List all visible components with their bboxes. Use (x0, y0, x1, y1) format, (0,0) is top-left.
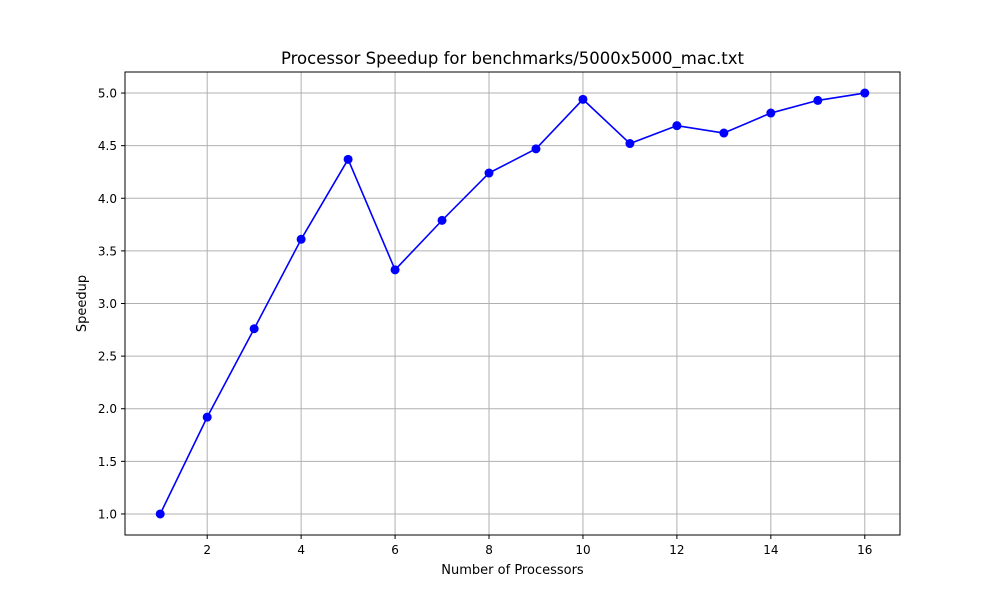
y-tick-label: 4.0 (98, 192, 117, 206)
y-tick-label: 1.5 (98, 455, 117, 469)
x-tick-label: 4 (297, 543, 305, 557)
data-point (202, 412, 212, 422)
x-tick-label: 10 (575, 543, 590, 557)
speedup-line (159, 92, 865, 515)
chart-title: Processor Speedup for benchmarks/5000x50… (281, 49, 745, 69)
series-layer (155, 88, 870, 519)
axis-ticks: 2 4 6 8 10 12 14 16 1.0 1.5 2.0 2.5 3.0 3.5 4.0 4.5 5.0 (98, 87, 873, 557)
data-point (390, 265, 400, 275)
data-point (437, 215, 447, 225)
x-tick-label: 8 (485, 543, 493, 557)
x-tick-label: 16 (857, 543, 872, 557)
y-tick-label: 3.0 (98, 297, 117, 311)
data-point (343, 154, 353, 164)
data-point (531, 144, 541, 154)
y-tick-label: 1.0 (98, 507, 117, 521)
data-point (813, 95, 823, 105)
x-tick-label: 6 (391, 543, 399, 557)
data-point (249, 324, 259, 334)
y-tick-label: 2.5 (98, 350, 117, 364)
x-tick-label: 14 (763, 543, 778, 557)
data-point (719, 128, 729, 138)
plot-frame (124, 71, 901, 536)
y-tick-label: 5.0 (98, 87, 117, 101)
data-point (155, 509, 165, 519)
y-axis-label: Speedup (75, 275, 90, 332)
x-tick-label: 2 (203, 543, 211, 557)
data-point (578, 94, 588, 104)
data-point (766, 108, 776, 118)
x-tick-label: 12 (669, 543, 684, 557)
data-point (672, 121, 682, 131)
y-tick-label: 2.0 (98, 402, 117, 416)
data-point (484, 168, 494, 178)
y-tick-label: 4.5 (98, 139, 117, 153)
data-point (296, 234, 306, 244)
y-tick-label: 3.5 (98, 244, 117, 258)
x-axis-label: Number of Processors (441, 563, 584, 578)
grid (125, 72, 900, 535)
data-point (860, 88, 870, 98)
data-point (625, 139, 635, 149)
